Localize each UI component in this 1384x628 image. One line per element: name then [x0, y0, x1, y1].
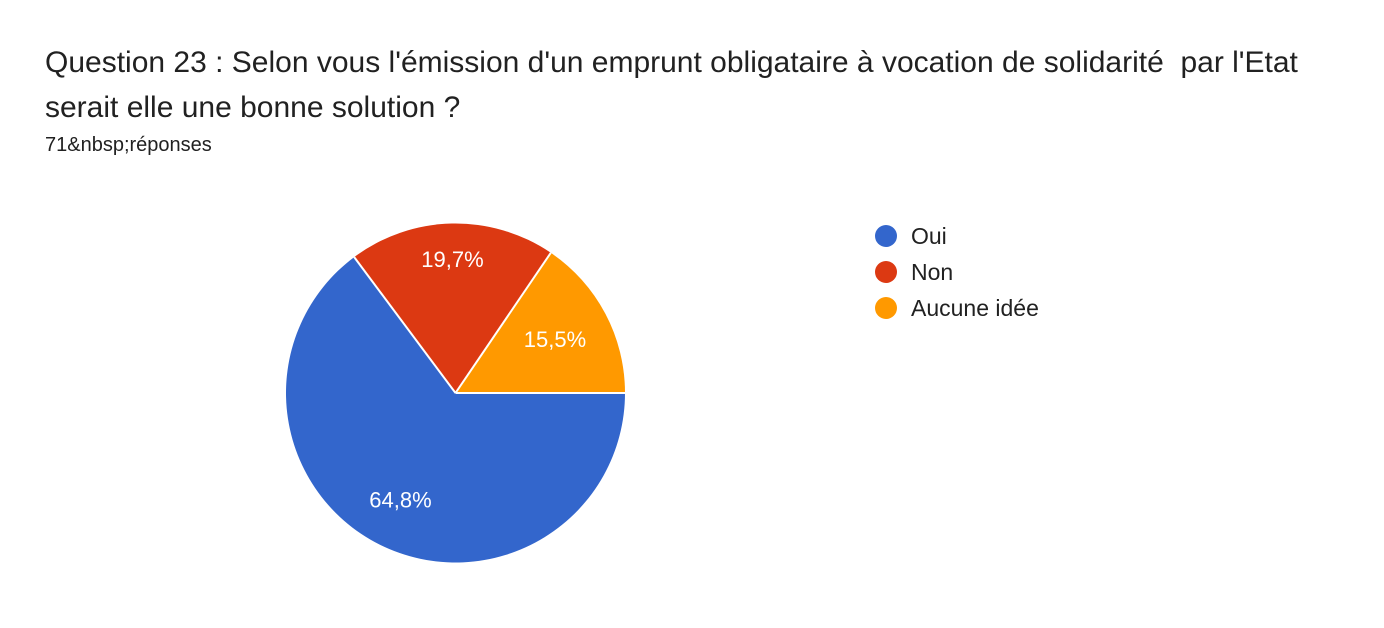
- svg-text:64,8%: 64,8%: [369, 488, 431, 513]
- svg-text:19,7%: 19,7%: [421, 247, 483, 272]
- svg-text:15,5%: 15,5%: [524, 327, 586, 352]
